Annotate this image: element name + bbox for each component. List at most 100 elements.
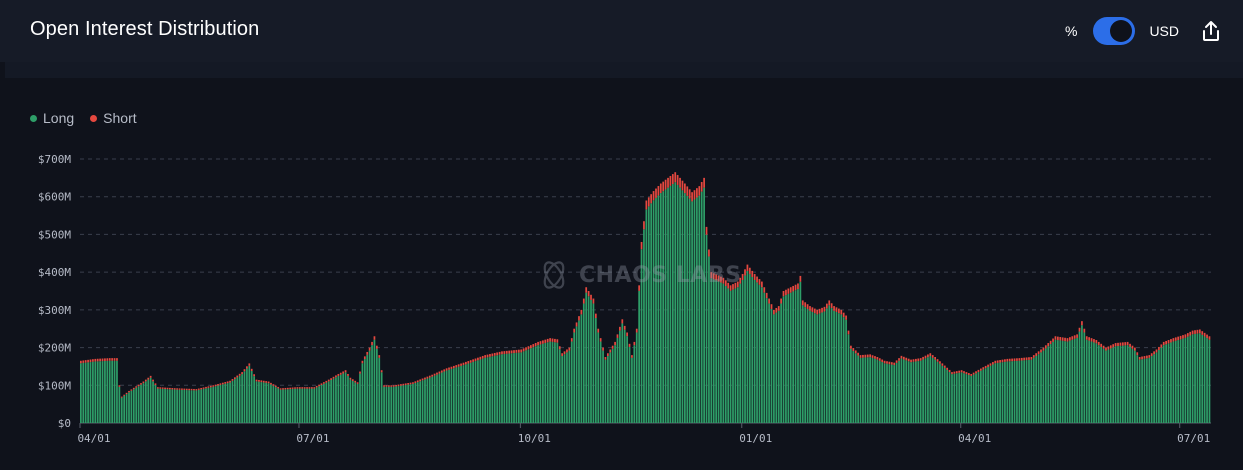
bar-long[interactable] bbox=[144, 381, 147, 423]
bar-long[interactable] bbox=[647, 206, 650, 423]
bar-long[interactable] bbox=[465, 364, 467, 423]
bar-short[interactable] bbox=[433, 373, 436, 376]
bar-short[interactable] bbox=[943, 365, 946, 368]
bar-short[interactable] bbox=[722, 277, 725, 284]
bar-short[interactable] bbox=[886, 361, 888, 364]
bar-long[interactable] bbox=[330, 380, 332, 423]
bar-long[interactable] bbox=[626, 336, 628, 423]
bar-long[interactable] bbox=[794, 290, 797, 423]
bar-long[interactable] bbox=[900, 358, 903, 423]
bar-short[interactable] bbox=[671, 174, 674, 185]
bar-long[interactable] bbox=[123, 395, 126, 423]
bar-long[interactable] bbox=[696, 197, 698, 423]
bar-short[interactable] bbox=[1189, 331, 1192, 336]
bar-long[interactable] bbox=[554, 342, 556, 423]
bar-short[interactable] bbox=[580, 309, 583, 315]
bar-long[interactable] bbox=[828, 305, 831, 423]
bar-short[interactable] bbox=[1093, 339, 1095, 343]
bar-long[interactable] bbox=[363, 359, 366, 423]
bar-long[interactable] bbox=[688, 198, 691, 423]
bar-short[interactable] bbox=[421, 378, 424, 381]
bar-short[interactable] bbox=[1150, 353, 1153, 357]
bar-short[interactable] bbox=[527, 346, 530, 350]
bar-short[interactable] bbox=[246, 366, 248, 369]
bar-short[interactable] bbox=[669, 175, 672, 186]
bar-short[interactable] bbox=[392, 385, 395, 387]
bar-short[interactable] bbox=[955, 371, 958, 374]
bar-short[interactable] bbox=[989, 363, 992, 366]
bar-short[interactable] bbox=[1004, 359, 1006, 362]
bar-short[interactable] bbox=[108, 358, 111, 361]
bar-short[interactable] bbox=[385, 385, 388, 387]
bar-long[interactable] bbox=[967, 375, 970, 423]
bar-long[interactable] bbox=[335, 377, 337, 423]
bar-short[interactable] bbox=[368, 347, 371, 351]
bar-short[interactable] bbox=[1078, 327, 1081, 332]
bar-long[interactable] bbox=[1030, 359, 1033, 423]
bar-long[interactable] bbox=[989, 365, 992, 423]
bar-short[interactable] bbox=[806, 304, 809, 309]
bar-short[interactable] bbox=[517, 349, 520, 353]
bar-short[interactable] bbox=[1013, 358, 1016, 362]
bar-short[interactable] bbox=[1056, 336, 1059, 341]
bar-long[interactable] bbox=[135, 387, 138, 423]
bar-short[interactable] bbox=[1206, 334, 1208, 339]
bar-short[interactable] bbox=[866, 354, 869, 358]
bar-short[interactable] bbox=[614, 341, 616, 346]
bar-long[interactable] bbox=[178, 389, 181, 423]
bar-short[interactable] bbox=[313, 387, 316, 389]
bar-long[interactable] bbox=[785, 295, 787, 423]
bar-short[interactable] bbox=[135, 386, 138, 388]
bar-short[interactable] bbox=[777, 306, 780, 311]
bar-short[interactable] bbox=[431, 374, 434, 377]
bar-short[interactable] bbox=[106, 358, 109, 361]
bar-short[interactable] bbox=[1090, 338, 1093, 342]
bar-short[interactable] bbox=[768, 298, 770, 304]
bar-short[interactable] bbox=[407, 383, 409, 385]
bar-short[interactable] bbox=[972, 372, 975, 375]
bar-long[interactable] bbox=[89, 362, 92, 423]
bar-long[interactable] bbox=[496, 355, 499, 423]
bar-short[interactable] bbox=[939, 361, 941, 364]
bar-short[interactable] bbox=[799, 275, 802, 282]
bar-long[interactable] bbox=[1016, 360, 1018, 423]
bar-short[interactable] bbox=[481, 355, 484, 359]
bar-short[interactable] bbox=[301, 387, 304, 389]
bar-long[interactable] bbox=[582, 303, 585, 423]
bar-short[interactable] bbox=[965, 372, 968, 375]
bar-long[interactable] bbox=[734, 288, 737, 423]
bar-short[interactable] bbox=[142, 381, 145, 384]
bar-short[interactable] bbox=[1141, 356, 1143, 360]
bar-short[interactable] bbox=[460, 363, 462, 366]
bar-long[interactable] bbox=[337, 375, 340, 423]
bar-short[interactable] bbox=[1035, 353, 1038, 357]
bar-short[interactable] bbox=[727, 282, 730, 289]
bar-long[interactable] bbox=[864, 357, 867, 423]
bar-long[interactable] bbox=[857, 355, 859, 423]
bar-long[interactable] bbox=[424, 379, 426, 423]
bar-long[interactable] bbox=[720, 282, 722, 423]
bar-long[interactable] bbox=[546, 342, 549, 423]
bar-short[interactable] bbox=[306, 387, 308, 389]
bar-short[interactable] bbox=[291, 387, 294, 389]
bar-long[interactable] bbox=[1170, 342, 1172, 423]
bar-long[interactable] bbox=[308, 388, 311, 423]
bar-long[interactable] bbox=[850, 348, 852, 423]
bar-long[interactable] bbox=[1146, 358, 1148, 423]
bar-long[interactable] bbox=[643, 229, 645, 423]
bar-short[interactable] bbox=[248, 363, 251, 366]
bar-short[interactable] bbox=[698, 186, 701, 196]
bar-short[interactable] bbox=[243, 369, 246, 372]
bar-long[interactable] bbox=[486, 357, 489, 423]
bar-long[interactable] bbox=[975, 373, 977, 423]
bar-short[interactable] bbox=[996, 360, 999, 363]
bar-long[interactable] bbox=[833, 310, 835, 423]
bar-short[interactable] bbox=[845, 315, 847, 320]
bar-short[interactable] bbox=[1124, 342, 1127, 346]
bar-short[interactable] bbox=[128, 390, 130, 393]
bar-long[interactable] bbox=[1189, 335, 1192, 424]
bar-short[interactable] bbox=[286, 387, 289, 390]
bar-short[interactable] bbox=[378, 355, 381, 358]
bar-long[interactable] bbox=[448, 369, 450, 423]
bar-long[interactable] bbox=[246, 368, 248, 423]
